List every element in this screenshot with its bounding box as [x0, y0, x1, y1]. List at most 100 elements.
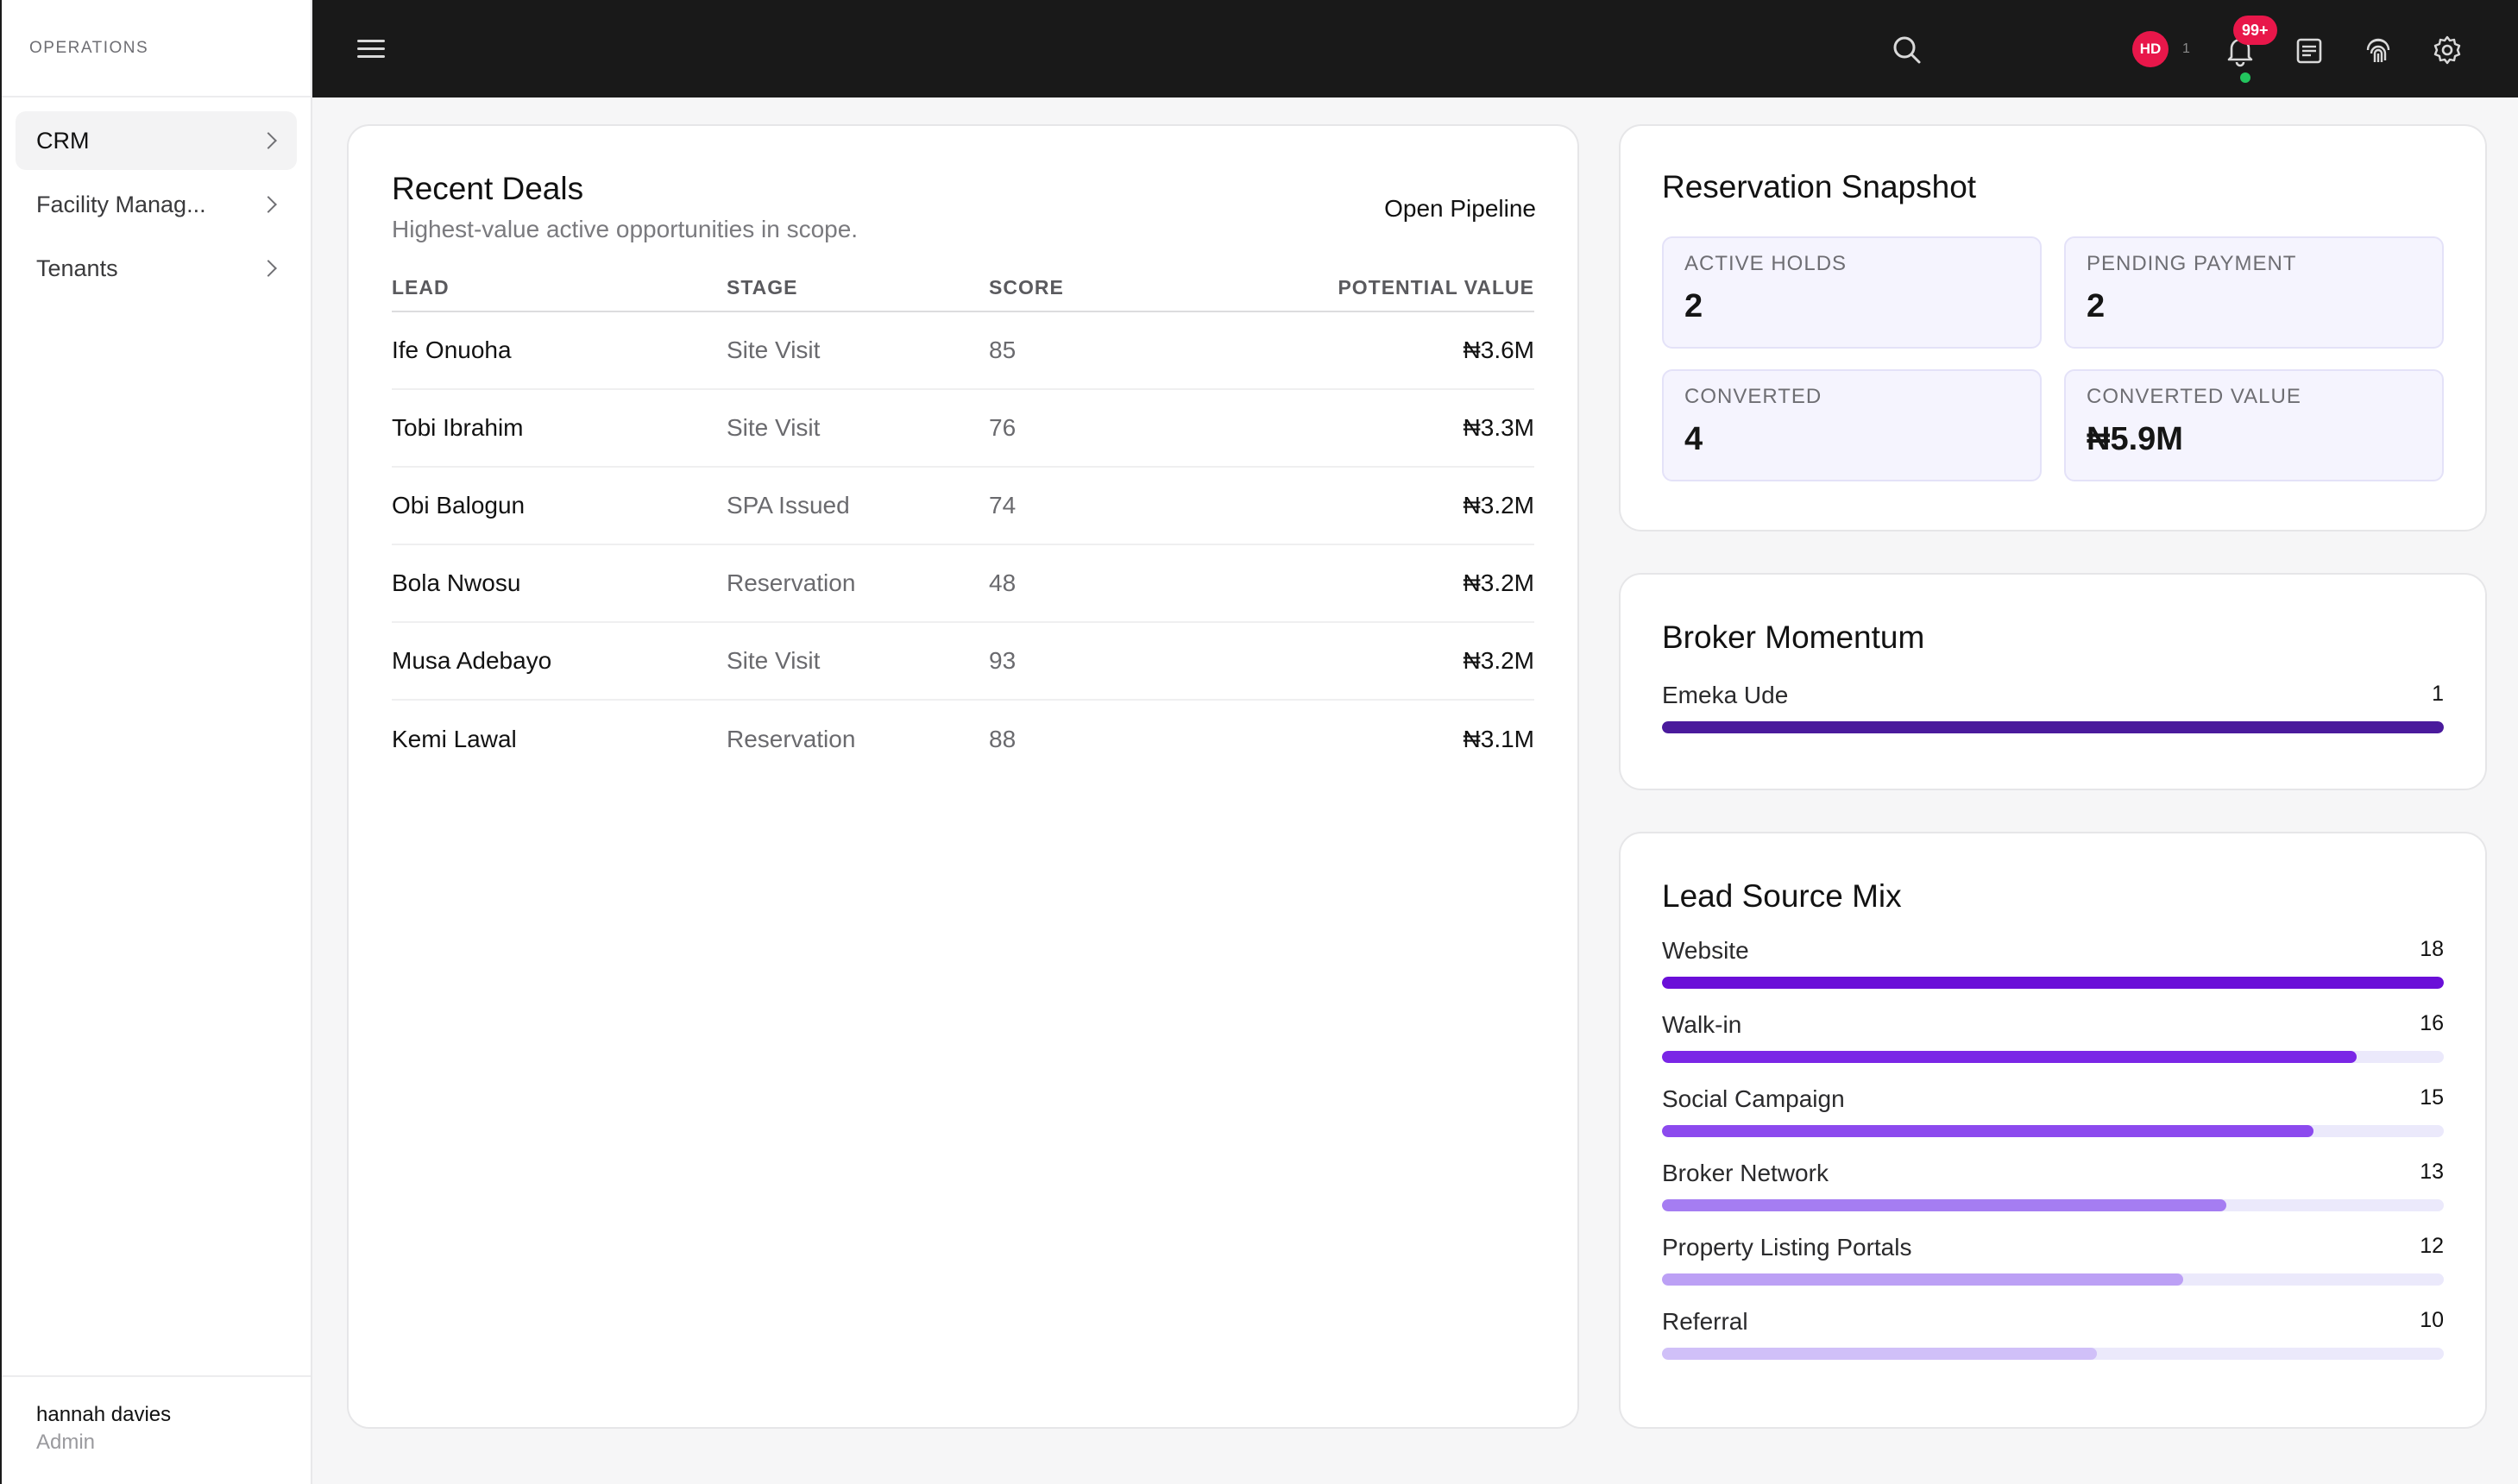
lead-source-name: Website	[1662, 937, 1749, 964]
sidebar-item-crm[interactable]: CRM	[16, 111, 297, 170]
sidebar-section-label: OPERATIONS	[2, 0, 311, 97]
stat-converted: CONVERTED 4	[1662, 369, 2042, 481]
lead-source-count: 18	[2420, 937, 2444, 961]
deal-score: 93	[989, 647, 1017, 674]
sidebar-item-label: CRM	[36, 127, 90, 154]
lead-source-row: Walk-in 16	[1662, 1011, 2444, 1063]
deals-table: LEAD STAGE SCORE POTENTIAL VALUE Ife Onu…	[392, 264, 1534, 778]
lead-source-count: 16	[2420, 1011, 2444, 1035]
open-pipeline-link[interactable]: Open Pipeline	[1384, 195, 1536, 222]
deal-value: ₦3.3M	[1463, 414, 1534, 441]
deal-stage: Site Visit	[727, 414, 821, 441]
stat-active-holds: ACTIVE HOLDS 2	[1662, 236, 2042, 349]
progress-track	[1662, 1273, 2444, 1286]
user-name: hannah davies	[36, 1403, 172, 1426]
deal-score: 85	[989, 336, 1017, 363]
lead-source-count: 12	[2420, 1234, 2444, 1258]
chevron-right-icon	[260, 132, 277, 149]
column-header-stage[interactable]: STAGE	[727, 275, 798, 299]
broker-count: 1	[2432, 682, 2444, 706]
progress-track	[1662, 1125, 2444, 1137]
deal-stage: Reservation	[727, 726, 856, 752]
stat-value: 2	[1684, 288, 1703, 324]
deal-score: 74	[989, 492, 1017, 519]
progress-fill	[1662, 1125, 2313, 1137]
search-icon[interactable]	[1890, 33, 1924, 67]
stat-label: CONVERTED	[1684, 385, 1822, 408]
fingerprint-icon[interactable]	[2361, 33, 2395, 67]
chevron-right-icon	[260, 196, 277, 213]
table-row[interactable]: Ife Onuoha Site Visit 85 ₦3.6M	[392, 312, 1534, 390]
deal-stage: Site Visit	[727, 647, 821, 674]
progress-fill	[1662, 977, 2444, 989]
lead-name: Musa Adebayo	[392, 647, 552, 674]
stat-value: ₦5.9M	[2087, 421, 2183, 457]
deal-value: ₦3.2M	[1463, 569, 1534, 596]
deal-stage: Site Visit	[727, 336, 821, 363]
stat-converted-value: CONVERTED VALUE ₦5.9M	[2064, 369, 2444, 481]
lead-source-count: 10	[2420, 1308, 2444, 1332]
lead-name: Tobi Ibrahim	[392, 414, 524, 441]
broker-row: Emeka Ude 1	[1662, 682, 2444, 733]
lead-name: Bola Nwosu	[392, 569, 521, 596]
deal-score: 88	[989, 726, 1017, 752]
progress-track	[1662, 1348, 2444, 1360]
broker-name: Emeka Ude	[1662, 682, 1789, 708]
lead-source-name: Property Listing Portals	[1662, 1234, 1912, 1261]
progress-fill	[1662, 1273, 2184, 1286]
recent-deals-card: Recent Deals Highest-value active opport…	[347, 124, 1579, 1429]
stat-label: CONVERTED VALUE	[2087, 385, 2301, 408]
progress-track	[1662, 1051, 2444, 1063]
lead-source-name: Social Campaign	[1662, 1085, 1845, 1112]
online-status-dot	[2240, 72, 2250, 83]
lead-source-row: Website 18	[1662, 937, 2444, 989]
sidebar-nav: CRM Facility Manag... Tenants	[2, 97, 311, 298]
column-header-score[interactable]: SCORE	[989, 275, 1064, 299]
lead-source-name: Broker Network	[1662, 1160, 1829, 1186]
column-header-lead[interactable]: LEAD	[392, 275, 450, 299]
lead-source-row: Broker Network 13	[1662, 1160, 2444, 1211]
user-role: Admin	[36, 1431, 96, 1454]
lead-source-name: Walk-in	[1662, 1011, 1742, 1038]
lead-source-row: Property Listing Portals 12	[1662, 1234, 2444, 1286]
deal-value: ₦3.6M	[1463, 336, 1534, 363]
sidebar-item-label: Tenants	[36, 255, 118, 281]
column-header-potential-value[interactable]: POTENTIAL VALUE	[1338, 275, 1534, 299]
lead-source-row: Social Campaign 15	[1662, 1085, 2444, 1137]
lead-source-mix-card: Lead Source Mix Website 18 Walk-in 16 So…	[1619, 832, 2487, 1429]
sidebar-item-facility-management[interactable]: Facility Manag...	[16, 175, 297, 234]
menu-icon[interactable]	[357, 40, 385, 59]
progress-fill	[1662, 1051, 2357, 1063]
recent-deals-subtitle: Highest-value active opportunities in sc…	[392, 216, 859, 242]
deal-value: ₦3.1M	[1463, 726, 1534, 752]
user-profile[interactable]: hannah davies Admin	[2, 1375, 311, 1484]
table-row[interactable]: Tobi Ibrahim Site Visit 76 ₦3.3M	[392, 390, 1534, 468]
stat-value: 2	[2087, 288, 2106, 324]
gear-icon[interactable]	[2430, 33, 2464, 67]
table-row[interactable]: Musa Adebayo Site Visit 93 ₦3.2M	[392, 623, 1534, 701]
deal-score: 76	[989, 414, 1017, 441]
stat-value: 4	[1684, 421, 1703, 457]
sidebar-item-label: Facility Manag...	[36, 191, 206, 217]
avatar[interactable]: HD	[2132, 31, 2169, 67]
lead-name: Obi Balogun	[392, 492, 526, 519]
chevron-right-icon	[260, 260, 277, 277]
table-header: LEAD STAGE SCORE POTENTIAL VALUE	[392, 264, 1534, 312]
stat-pending-payment: PENDING PAYMENT 2	[2064, 236, 2444, 349]
lead-name: Ife Onuoha	[392, 336, 512, 363]
reservation-snapshot-card: Reservation Snapshot ACTIVE HOLDS 2 PEND…	[1619, 124, 2487, 531]
deal-value: ₦3.2M	[1463, 492, 1534, 519]
notes-icon[interactable]	[2292, 33, 2326, 67]
deal-stage: Reservation	[727, 569, 856, 596]
broker-momentum-card: Broker Momentum Emeka Ude 1	[1619, 573, 2487, 790]
sidebar-item-tenants[interactable]: Tenants	[16, 239, 297, 298]
deal-value: ₦3.2M	[1463, 647, 1534, 674]
table-row[interactable]: Kemi Lawal Reservation 88 ₦3.1M	[392, 701, 1534, 778]
reservation-snapshot-title: Reservation Snapshot	[1662, 169, 1977, 204]
lead-source-count: 13	[2420, 1160, 2444, 1184]
table-row[interactable]: Bola Nwosu Reservation 48 ₦3.2M	[392, 545, 1534, 623]
deal-stage: SPA Issued	[727, 492, 850, 519]
sidebar: OPERATIONS CRM Facility Manag... Tenants…	[0, 0, 312, 1484]
table-row[interactable]: Obi Balogun SPA Issued 74 ₦3.2M	[392, 468, 1534, 545]
progress-track	[1662, 977, 2444, 989]
